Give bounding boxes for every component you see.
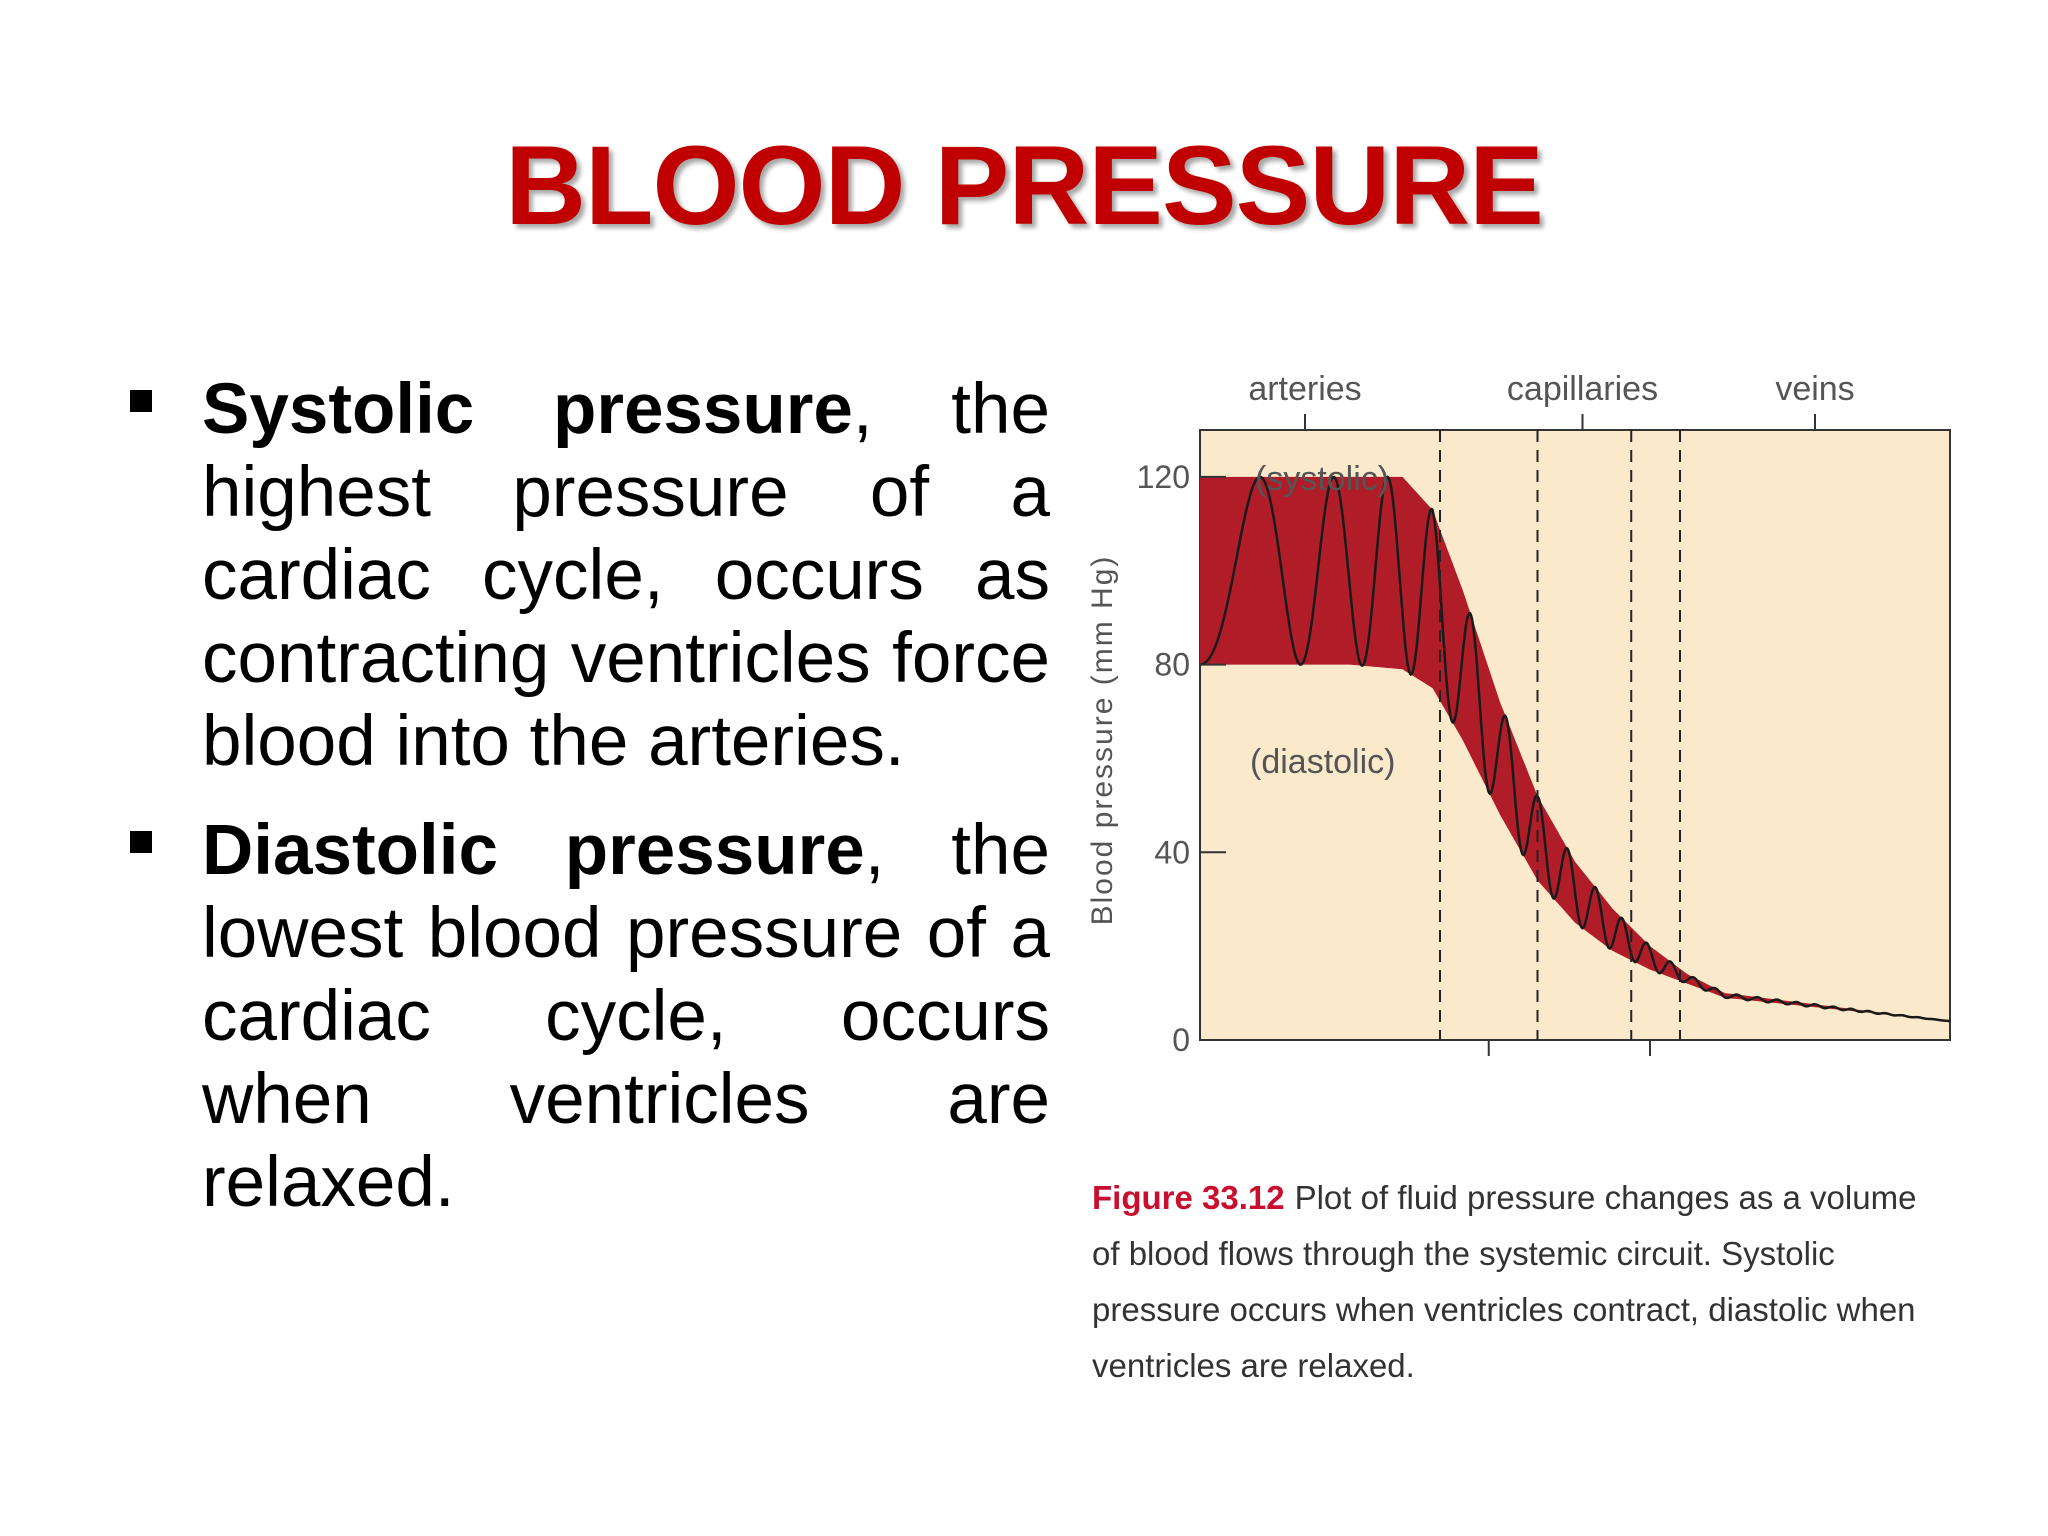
bullet-text: , the highest pressure of a cardiac cycl… <box>202 370 1050 781</box>
square-bullet-icon <box>130 390 152 412</box>
pressure-oscillation-line <box>1200 475 1951 1023</box>
y-tick-label: 80 <box>1154 647 1190 683</box>
region-labels: arteriescapillariesveinsarteriolesvenule… <box>1248 370 1855 1056</box>
systolic-annotation: (systolic) <box>1255 460 1389 498</box>
y-tick-label: 120 <box>1137 459 1190 495</box>
bullet-term: Systolic pressure <box>202 370 853 449</box>
pressure-band <box>1200 476 1950 1022</box>
slide-title: BLOOD PRESSURE <box>505 123 1544 248</box>
figure-caption: Figure 33.12 Plot of fluid pressure chang… <box>1092 1170 1952 1394</box>
bullet-term: Diastolic pressure <box>202 811 865 890</box>
y-axis-ticks: 0 40 80 120 <box>1137 459 1226 1058</box>
y-tick-label: 40 <box>1154 834 1190 870</box>
bullet-diastolic: Diastolic pressure, the lowest blood pre… <box>130 809 1050 1224</box>
square-bullet-icon <box>130 831 152 853</box>
y-tick-label: 0 <box>1172 1022 1190 1058</box>
bullet-text: , the lowest blood pressure of a cardiac… <box>202 811 1050 1222</box>
region-dividers <box>1439 430 1681 1040</box>
figure-label: Figure 33.12 <box>1092 1179 1285 1216</box>
bullet-systolic: Systolic pressure, the highest pressure … <box>130 368 1050 783</box>
caption-text: Plot of fluid pressure changes as a volu… <box>1092 1179 1917 1384</box>
region-label-top: capillaries <box>1507 370 1658 408</box>
bullet-list: Systolic pressure, the highest pressure … <box>130 368 1050 1250</box>
y-axis-label: Blood pressure (mm Hg) <box>1086 555 1119 926</box>
region-label-top: arteries <box>1248 370 1361 408</box>
diastolic-annotation: (diastolic) <box>1250 743 1395 781</box>
region-label-top: veins <box>1775 370 1854 408</box>
